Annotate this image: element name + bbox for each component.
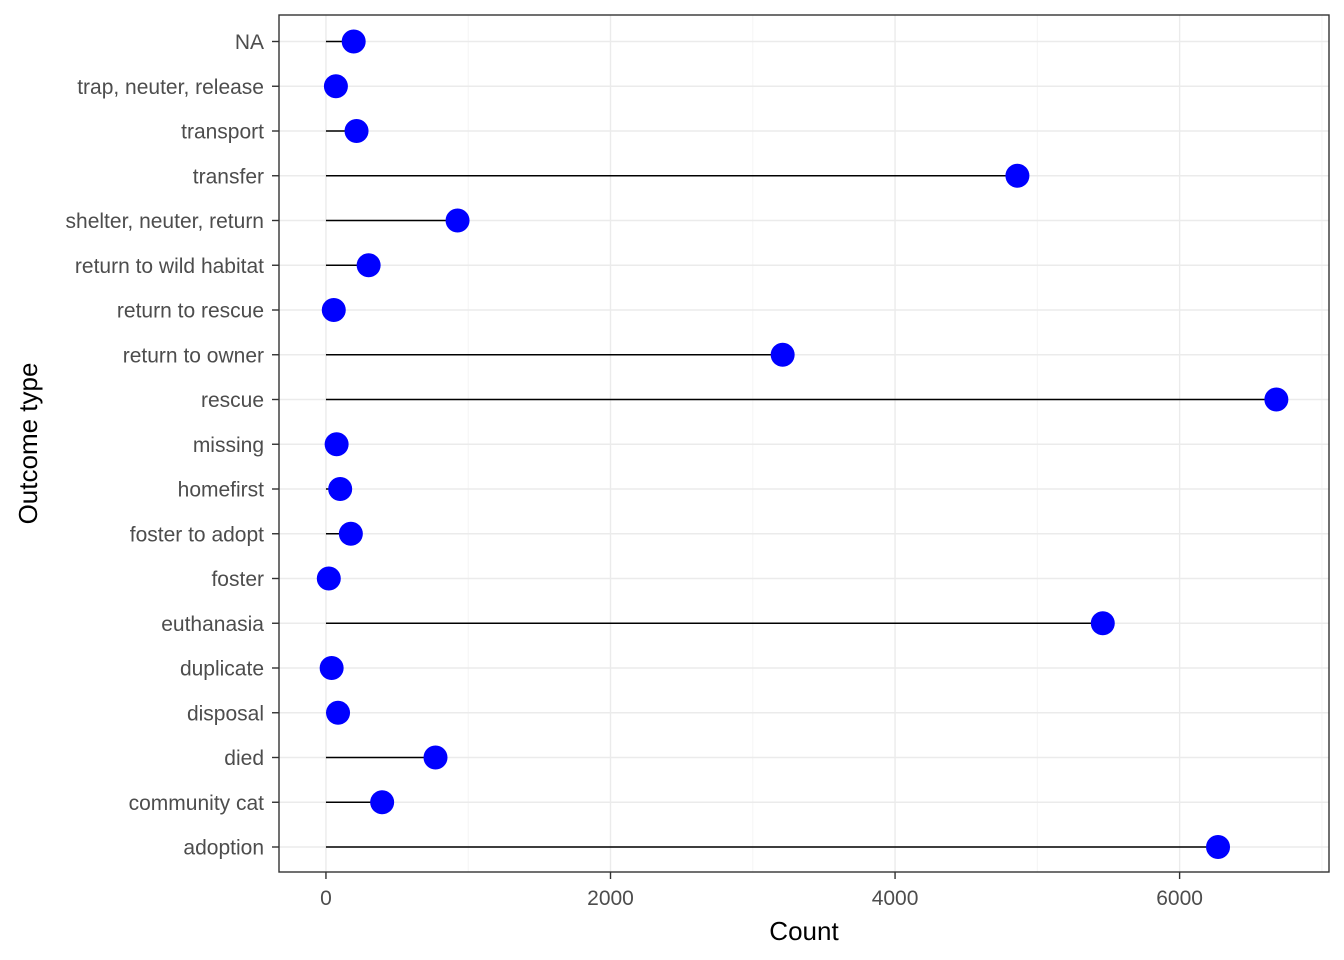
y-tick-label: return to rescue bbox=[117, 300, 264, 323]
lollipop-point bbox=[338, 521, 363, 546]
y-tick-label: NA bbox=[235, 31, 264, 54]
lollipop-stems bbox=[325, 40, 1277, 848]
x-tick-label: 4000 bbox=[872, 887, 919, 910]
y-axis-title: Outcome type bbox=[13, 363, 43, 525]
y-tick-label: homefirst bbox=[178, 479, 265, 502]
x-tick-label: 2000 bbox=[587, 887, 634, 910]
lollipop-point bbox=[770, 342, 795, 367]
x-axis-title: Count bbox=[769, 916, 839, 946]
y-tick-label: missing bbox=[193, 434, 264, 457]
y-tick-label: foster bbox=[211, 568, 264, 591]
x-tick-label: 0 bbox=[320, 887, 332, 910]
panel-border bbox=[278, 14, 1330, 873]
lollipop-point bbox=[1264, 387, 1289, 412]
y-tick-label: adoption bbox=[183, 837, 264, 860]
y-tick-label: return to owner bbox=[123, 344, 264, 367]
lollipop-point bbox=[319, 656, 344, 680]
lollipop-point bbox=[324, 432, 349, 457]
x-axis-ticks: 0 2000 4000 6000 bbox=[320, 872, 1203, 910]
lollipop-point bbox=[445, 208, 470, 233]
lollipop-point bbox=[321, 298, 346, 322]
y-tick-label: foster to adopt bbox=[130, 523, 264, 546]
x-tick-label: 6000 bbox=[1156, 887, 1203, 910]
y-tick-label: community cat bbox=[129, 792, 265, 815]
y-tick-label: return to wild habitat bbox=[75, 255, 264, 278]
lollipop-point bbox=[328, 477, 353, 501]
lollipop-point bbox=[356, 253, 381, 278]
lollipop-point bbox=[341, 29, 366, 54]
lollipop-point bbox=[323, 74, 348, 99]
y-tick-label: trap, neuter, release bbox=[77, 76, 264, 99]
lollipop-points bbox=[316, 29, 1289, 859]
lollipop-point bbox=[326, 700, 351, 725]
lollipop-point bbox=[344, 119, 369, 143]
y-tick-label: transfer bbox=[193, 165, 264, 188]
y-tick-label: disposal bbox=[187, 702, 264, 725]
lollipop-point bbox=[1005, 163, 1030, 188]
y-tick-label: died bbox=[224, 747, 264, 770]
y-axis-ticks: adoption community cat died disposal duplica… bbox=[66, 31, 279, 860]
y-tick-label: duplicate bbox=[180, 658, 264, 681]
y-tick-label: shelter, neuter, return bbox=[66, 210, 264, 233]
lollipop-point bbox=[1206, 835, 1231, 859]
y-tick-label: rescue bbox=[201, 389, 264, 412]
grid-lines bbox=[279, 15, 1329, 872]
y-tick-label: transport bbox=[181, 121, 264, 144]
lollipop-point bbox=[316, 566, 341, 591]
lollipop-point bbox=[423, 745, 448, 770]
y-tick-label: euthanasia bbox=[161, 613, 264, 636]
lollipop-point bbox=[370, 790, 395, 815]
lollipop-point bbox=[1090, 611, 1115, 636]
